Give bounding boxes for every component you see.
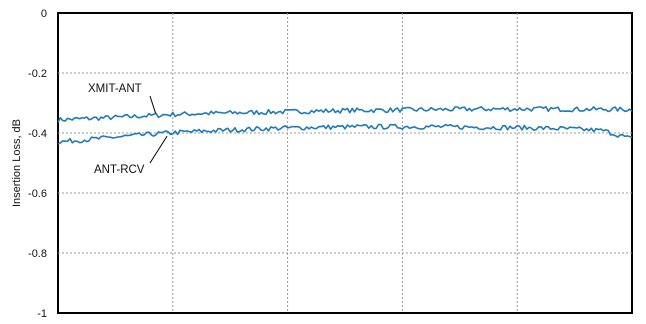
annotations: XMIT-ANT ANT-RCV: [88, 83, 168, 176]
y-tick-label: -0.8: [28, 248, 47, 260]
plot-frame: [57, 12, 633, 314]
series-line-2: [57, 123, 633, 145]
y-tick-labels: 0 -0.2 -0.4 -0.6 -0.8 -1: [28, 8, 47, 320]
series-lines: [57, 106, 633, 145]
annotation-label: ANT-RCV: [94, 164, 145, 176]
y-tick-label: -0.2: [28, 68, 47, 80]
y-tick-label: -0.4: [28, 128, 47, 140]
y-tick-label: 0: [41, 8, 47, 20]
annotation-label: XMIT-ANT: [88, 83, 142, 95]
annotation-leader-line: [149, 95, 157, 114]
y-tick-label: -0.6: [28, 188, 47, 200]
grid-lines: [58, 13, 632, 313]
y-axis-label: Insertion Loss, dB: [11, 119, 23, 207]
y-tick-label: -1: [37, 308, 47, 320]
series-line-1: [57, 106, 633, 123]
annotation-leader-line: [149, 135, 168, 164]
